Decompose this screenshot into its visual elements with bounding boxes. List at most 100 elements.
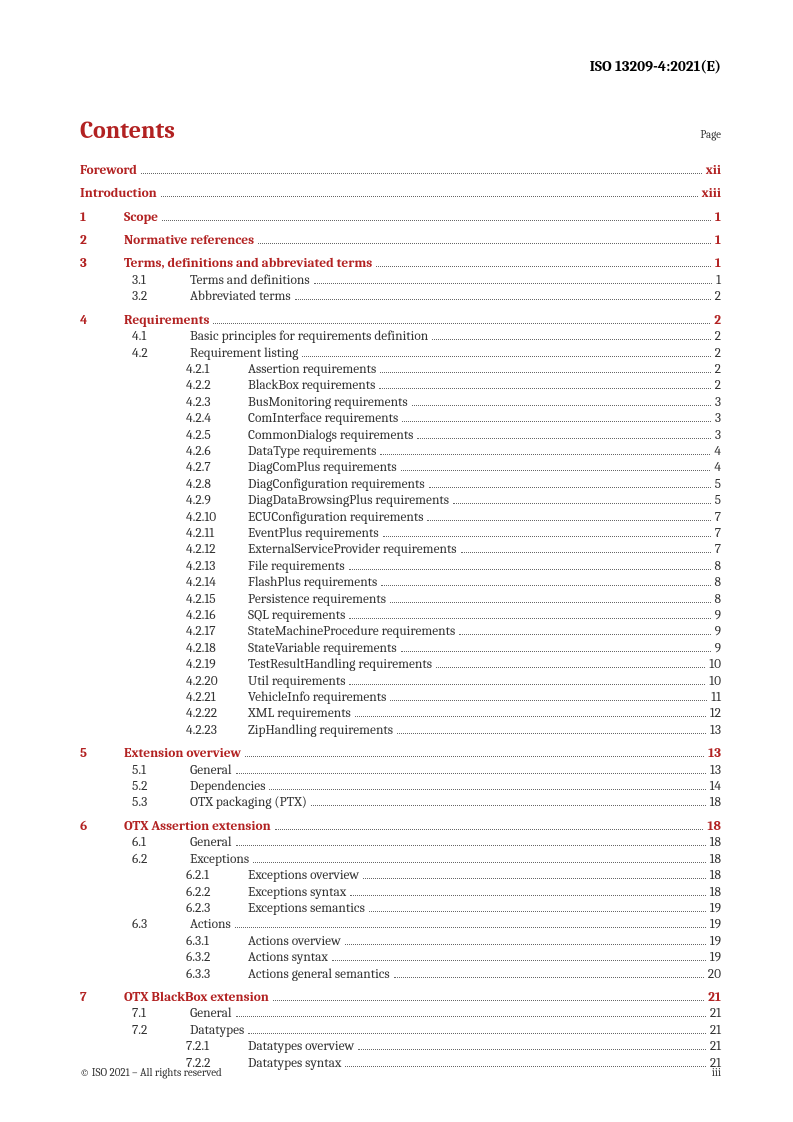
toc-label: Dependencies <box>190 779 265 794</box>
toc-label: Scope <box>124 210 158 225</box>
toc-number: 7.2.1 <box>186 1039 248 1054</box>
toc-page: 21 <box>708 990 721 1005</box>
toc-row: 4.2.5CommonDialogs requirements3 <box>186 428 721 443</box>
toc-row: 6.3.2Actions syntax19 <box>186 950 721 965</box>
toc-label: OTX Assertion extension <box>124 819 271 834</box>
toc-label: BlackBox requirements <box>248 378 375 393</box>
toc-number: 4.2.7 <box>186 460 248 475</box>
toc-number: 7.2 <box>128 1023 190 1038</box>
toc-row: 4.2.6DataType requirements4 <box>186 444 721 459</box>
toc-leader-dots <box>432 339 710 340</box>
toc-page: 19 <box>710 917 721 932</box>
toc-label: Datatypes overview <box>248 1039 354 1054</box>
toc-page: 9 <box>715 608 721 623</box>
toc-row: 4.2.7DiagComPlus requirements4 <box>186 460 721 475</box>
toc-row: 4.2.22XML requirements12 <box>186 706 721 721</box>
toc-page: 21 <box>710 1023 721 1038</box>
toc-page: xii <box>706 163 721 178</box>
toc-page: 7 <box>715 542 721 557</box>
toc-leader-dots <box>383 536 711 537</box>
toc-leader-dots <box>379 388 710 389</box>
toc-leader-dots <box>401 651 711 652</box>
toc-row: Forewordxii <box>80 163 721 178</box>
toc-leader-dots <box>358 1049 706 1050</box>
toc-row: 4.2.10ECUConfiguration requirements7 <box>186 510 721 525</box>
toc-page: 10 <box>709 674 721 689</box>
toc-number: 6.1 <box>128 835 190 850</box>
toc-number: 4.2.10 <box>186 510 248 525</box>
document-id: ISO 13209-4:2021(E) <box>80 58 721 75</box>
toc-leader-dots <box>314 283 712 284</box>
toc-label: ComInterface requirements <box>248 411 398 426</box>
toc-leader-dots <box>429 487 711 488</box>
toc-row: 7.1General21 <box>128 1006 721 1021</box>
toc-leader-dots <box>311 805 706 806</box>
toc-label: Requirement listing <box>190 346 298 361</box>
toc-label: ExternalServiceProvider requirements <box>248 542 457 557</box>
toc-page: 1 <box>715 210 721 225</box>
contents-title: Contents <box>80 117 175 145</box>
toc-leader-dots <box>461 552 711 553</box>
toc-leader-dots <box>401 470 711 471</box>
toc-page: 7 <box>715 526 721 541</box>
toc-row: 3.1Terms and definitions1 <box>128 273 721 288</box>
toc-label: Datatypes <box>190 1023 244 1038</box>
toc-page: 2 <box>715 378 721 393</box>
toc-row: 6.2.3Exceptions semantics19 <box>186 901 721 916</box>
toc-row: 4.1Basic principles for requirements def… <box>128 329 721 344</box>
toc-page: 13 <box>710 723 721 738</box>
toc-page: 3 <box>715 428 721 443</box>
toc-leader-dots <box>390 700 707 701</box>
toc-row: 7.2Datatypes 21 <box>128 1023 721 1038</box>
toc-label: DiagDataBrowsingPlus requirements <box>248 493 449 508</box>
toc-leader-dots <box>248 1033 706 1034</box>
toc-number: 6.3.3 <box>186 967 248 982</box>
toc-label: Actions general semantics <box>248 967 390 982</box>
toc-page: 4 <box>714 460 721 475</box>
toc-leader-dots <box>436 667 705 668</box>
toc-row: 5.3OTX packaging (PTX)18 <box>128 795 721 810</box>
toc-label: ZipHandling requirements <box>248 723 393 738</box>
toc-row: 4.2.20Util requirements10 <box>186 674 721 689</box>
toc-label: OTX packaging (PTX) <box>190 795 307 810</box>
toc-page: 18 <box>707 819 721 834</box>
toc-label: Actions <box>190 917 231 932</box>
toc-number: 6.3.2 <box>186 950 248 965</box>
toc-page: 11 <box>711 690 721 705</box>
toc-page: 5 <box>715 493 721 508</box>
toc-number: 5 <box>80 746 124 761</box>
toc-leader-dots <box>459 634 710 635</box>
toc-page: 19 <box>710 934 721 949</box>
toc-label: TestResultHandling requirements <box>248 657 432 672</box>
toc-row: 4.2.1Assertion requirements2 <box>186 362 721 377</box>
toc-number: 4.2.12 <box>186 542 248 557</box>
toc-number: 5.1 <box>128 763 190 778</box>
toc-row: 4.2.2BlackBox requirements2 <box>186 378 721 393</box>
toc-row: 4.2.9DiagDataBrowsingPlus requirements5 <box>186 493 721 508</box>
toc-row: 4.2.19TestResultHandling requirements10 <box>186 657 721 672</box>
toc-row: 3Terms, definitions and abbreviated term… <box>80 256 721 271</box>
toc-label: DataType requirements <box>248 444 376 459</box>
toc-page: 1 <box>715 256 721 271</box>
toc-number: 4.2.8 <box>186 477 248 492</box>
toc-label: Actions syntax <box>248 950 328 965</box>
toc-number: 3.1 <box>128 273 190 288</box>
toc-number: 4.2.14 <box>186 575 248 590</box>
toc-label: DiagConfiguration requirements <box>248 477 425 492</box>
toc-label: General <box>190 1006 232 1021</box>
toc-number: 4.2.15 <box>186 592 248 607</box>
toc-label: Extension overview <box>124 746 241 761</box>
toc-row: 1Scope1 <box>80 210 721 225</box>
toc-leader-dots <box>381 585 710 586</box>
toc-row: 3.2Abbreviated terms2 <box>128 289 721 304</box>
toc-page: 8 <box>715 592 722 607</box>
toc-number: 5.3 <box>128 795 190 810</box>
toc-page: 1 <box>716 273 721 288</box>
toc-number: 6.3 <box>128 917 190 932</box>
toc-number: 4.2.13 <box>186 559 248 574</box>
toc-leader-dots <box>453 503 711 504</box>
toc-row: 4.2.15Persistence requirements8 <box>186 592 721 607</box>
toc-label: FlashPlus requirements <box>248 575 377 590</box>
toc-leader-dots <box>258 243 711 244</box>
toc-label: General <box>190 835 232 850</box>
